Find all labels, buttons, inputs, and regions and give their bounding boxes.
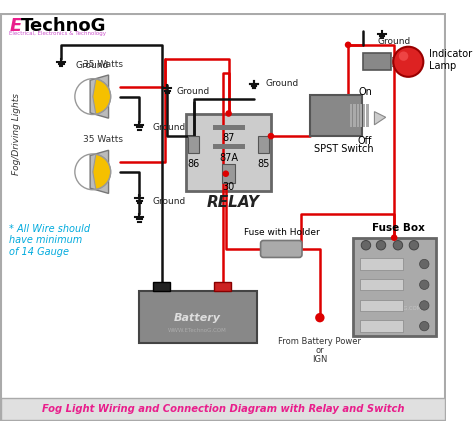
Bar: [186, 114, 271, 191]
FancyBboxPatch shape: [261, 240, 302, 257]
Bar: [360, 320, 402, 332]
Text: Ground: Ground: [153, 123, 186, 132]
Text: WWW.ETechnoG.COM: WWW.ETechnoG.COM: [366, 306, 422, 311]
Circle shape: [393, 240, 402, 250]
Bar: [360, 279, 402, 290]
Text: Electrical, Electronics & Technology: Electrical, Electronics & Technology: [9, 31, 106, 36]
Text: 85: 85: [257, 159, 270, 169]
Bar: [139, 291, 257, 343]
Text: * All Wire should
have minimum
of 14 Gauge: * All Wire should have minimum of 14 Gau…: [9, 224, 91, 257]
Polygon shape: [90, 75, 109, 118]
Circle shape: [225, 110, 232, 117]
Polygon shape: [90, 150, 109, 194]
Text: 87: 87: [222, 133, 235, 143]
Bar: [392, 57, 399, 66]
Circle shape: [345, 42, 351, 48]
Text: On: On: [358, 87, 372, 97]
Text: Fog/Driving Lights: Fog/Driving Lights: [12, 93, 21, 175]
Circle shape: [393, 47, 423, 77]
Bar: [213, 125, 245, 131]
Text: Indicator: Indicator: [429, 49, 472, 59]
Text: Off: Off: [358, 136, 372, 146]
Text: Ground: Ground: [377, 37, 410, 46]
Text: 86: 86: [188, 159, 200, 169]
Text: 35 Watts: 35 Watts: [83, 135, 124, 145]
Circle shape: [391, 234, 398, 241]
Text: Lamp: Lamp: [429, 62, 456, 72]
Text: From Battery Power: From Battery Power: [278, 337, 361, 345]
Circle shape: [409, 240, 419, 250]
Bar: [154, 282, 170, 291]
Text: Fuse Box: Fuse Box: [373, 223, 425, 233]
Text: RELAY: RELAY: [207, 195, 260, 210]
Bar: [188, 136, 200, 153]
Text: SPST Switch: SPST Switch: [314, 144, 373, 154]
Text: Fuse with Holder: Fuse with Holder: [245, 227, 320, 237]
Text: TechnoG: TechnoG: [21, 17, 106, 35]
Circle shape: [315, 313, 325, 322]
Bar: [310, 95, 362, 136]
Bar: [366, 104, 369, 127]
Text: E: E: [9, 17, 22, 35]
Text: WWW.ETechnoG.COM: WWW.ETechnoG.COM: [168, 328, 227, 333]
Circle shape: [399, 51, 408, 61]
Text: Ground: Ground: [177, 87, 210, 96]
Text: IGN: IGN: [312, 355, 328, 365]
Text: Battery: Battery: [174, 312, 221, 322]
Text: 87A: 87A: [219, 153, 238, 163]
Circle shape: [419, 322, 429, 331]
Bar: [353, 104, 356, 127]
Circle shape: [419, 260, 429, 269]
Text: Ground: Ground: [75, 61, 109, 70]
Circle shape: [376, 240, 386, 250]
Bar: [356, 104, 359, 127]
Bar: [363, 53, 392, 70]
Text: or: or: [316, 346, 324, 355]
Bar: [353, 238, 436, 336]
Bar: [350, 104, 352, 127]
Circle shape: [419, 280, 429, 289]
Circle shape: [419, 301, 429, 310]
Wedge shape: [93, 79, 110, 114]
Circle shape: [268, 133, 274, 139]
Text: 35 Watts: 35 Watts: [83, 60, 124, 69]
Bar: [363, 104, 365, 127]
Text: 30: 30: [222, 182, 235, 192]
Text: Ground: Ground: [153, 197, 186, 206]
Bar: [222, 164, 235, 183]
Bar: [213, 144, 245, 149]
Bar: [360, 104, 362, 127]
Bar: [1, 398, 445, 420]
Text: Ground: Ground: [265, 79, 299, 88]
Bar: [258, 136, 269, 153]
Circle shape: [222, 171, 229, 177]
Bar: [360, 300, 402, 311]
Polygon shape: [374, 112, 386, 125]
Text: Fog Light Wiring and Connection Diagram with Relay and Switch: Fog Light Wiring and Connection Diagram …: [42, 404, 404, 414]
Wedge shape: [93, 154, 110, 190]
Circle shape: [361, 240, 371, 250]
Bar: [360, 258, 402, 270]
Bar: [215, 282, 231, 291]
